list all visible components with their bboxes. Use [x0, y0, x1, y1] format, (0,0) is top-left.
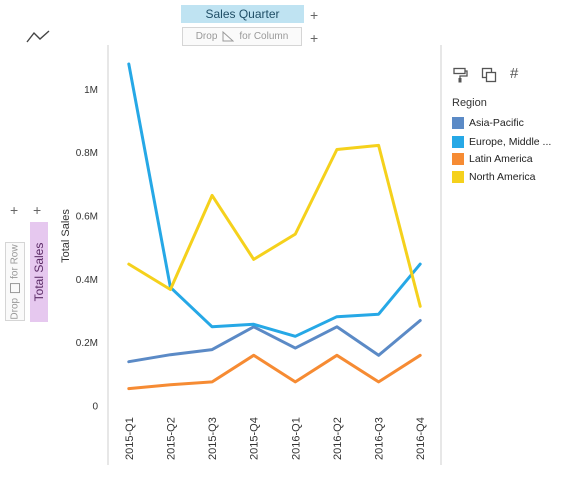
column-drop-zone[interactable]: Drop for Column: [182, 27, 302, 46]
legend-item[interactable]: North America: [452, 169, 536, 184]
legend-label: Europe, Middle ...: [469, 135, 552, 148]
x-tick-label: 2015-Q3: [207, 417, 219, 460]
legend-swatch: [452, 135, 464, 148]
legend-label: Latin America: [469, 152, 533, 165]
x-tick-label: 2016-Q3: [374, 417, 386, 460]
legend-title: Region: [452, 97, 487, 109]
legend-swatch: [452, 170, 464, 183]
column-pill-sales-quarter[interactable]: Sales Quarter: [181, 5, 304, 23]
number-format-icon[interactable]: #: [510, 65, 519, 82]
row-pill-total-sales[interactable]: Total Sales: [30, 222, 48, 322]
add-row-icon[interactable]: +: [33, 202, 42, 218]
series-line: [127, 143, 422, 308]
x-tick-label: 2016-Q1: [290, 417, 302, 460]
x-tick-label: 2016-Q4: [415, 417, 427, 460]
add-column-icon[interactable]: +: [310, 7, 319, 23]
paint-roller-icon[interactable]: [452, 67, 468, 83]
legend-label: Asia-Pacific: [469, 116, 524, 129]
x-tick-label: 2015-Q4: [249, 417, 261, 460]
drop-row-icon: [10, 282, 20, 293]
y-tick-label: 0: [92, 402, 98, 413]
column-drop-label-right: for Column: [239, 31, 289, 42]
copy-icon[interactable]: [481, 67, 497, 83]
add-row-shelf-icon[interactable]: +: [10, 202, 19, 218]
legend-item[interactable]: Europe, Middle ...: [452, 134, 551, 149]
legend-label: North America: [469, 170, 536, 183]
line-chart-icon[interactable]: [26, 30, 50, 44]
series-line: [127, 62, 422, 338]
legend-item[interactable]: Asia-Pacific: [452, 115, 524, 130]
series-line: [127, 319, 422, 364]
x-tick-label: 2015-Q2: [165, 417, 177, 460]
legend-item[interactable]: Latin America: [452, 151, 533, 166]
drop-column-icon: [222, 31, 235, 42]
y-tick-label: 0.6M: [76, 212, 98, 223]
y-tick-label: 0.8M: [76, 148, 98, 159]
y-tick-label: 1M: [84, 85, 98, 96]
series-line: [127, 353, 422, 391]
x-tick-label: 2015-Q1: [124, 417, 136, 460]
y-tick-label: 0.2M: [76, 338, 98, 349]
legend-swatch: [452, 152, 464, 165]
legend-swatch: [452, 116, 464, 129]
y-tick-label: 0.4M: [76, 275, 98, 286]
add-column-shelf-icon[interactable]: +: [310, 30, 319, 46]
row-drop-zone[interactable]: Drop for Row: [5, 242, 25, 321]
x-tick-label: 2016-Q2: [332, 417, 344, 460]
column-drop-label-left: Drop: [195, 31, 218, 42]
